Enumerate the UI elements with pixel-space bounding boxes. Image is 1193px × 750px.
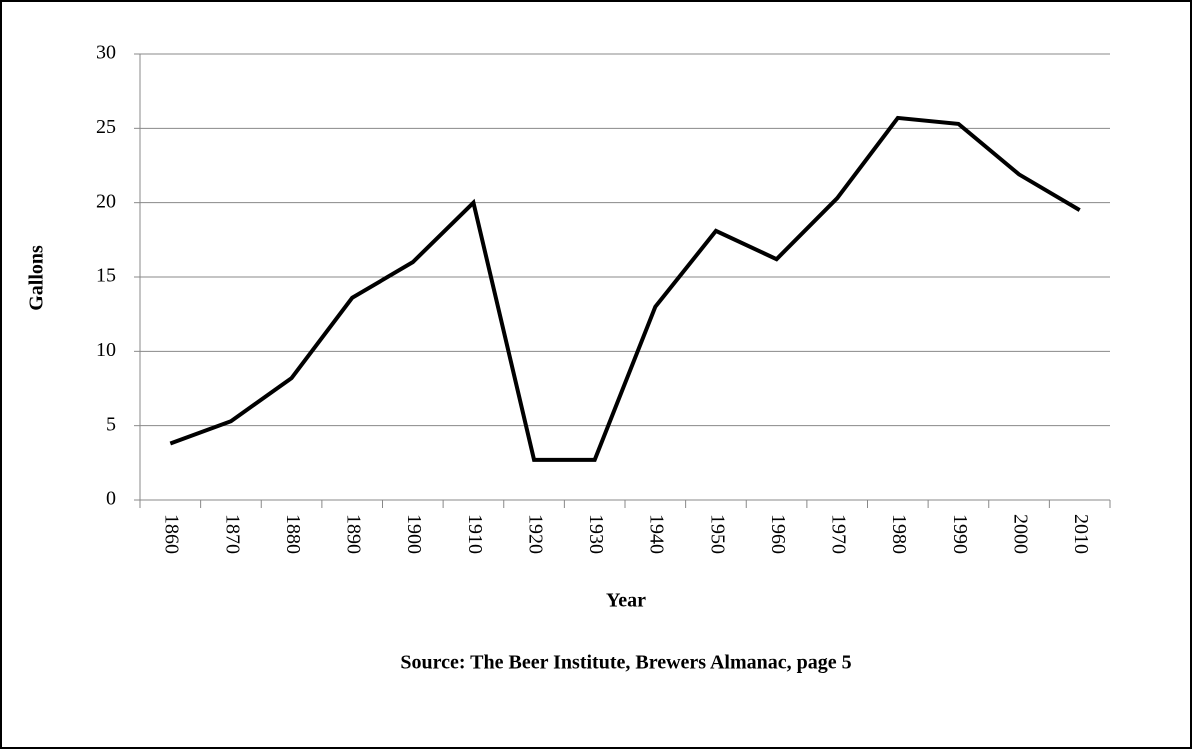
y-tick-label: 0 — [106, 488, 116, 510]
x-tick-label: 1970 — [828, 514, 850, 554]
y-tick-label: 5 — [106, 413, 116, 435]
x-tick-label: 1980 — [888, 514, 910, 554]
x-tick-label: 1890 — [343, 514, 365, 554]
y-tick-label: 20 — [96, 190, 116, 212]
line — [169, 115, 1081, 462]
x-tick-label: 1910 — [464, 514, 486, 554]
x-tick-label: 2010 — [1070, 514, 1092, 554]
x-tick-label: 1990 — [949, 514, 971, 554]
x-tick-label: 1880 — [282, 514, 304, 554]
y-tick-label: 15 — [96, 265, 116, 287]
x-tick-label: 1960 — [767, 514, 789, 554]
y-tick-label: 10 — [96, 339, 116, 361]
x-tick-label: 1920 — [524, 514, 546, 554]
x-tick-label: 1950 — [706, 514, 728, 554]
x-tick-label: 1930 — [585, 514, 607, 554]
y-tick-label: 30 — [96, 42, 116, 64]
x-axis-title: Year — [606, 590, 646, 612]
y-axis-title: Gallons — [26, 245, 48, 311]
x-tick-label: 1860 — [161, 514, 183, 554]
caption: Source: The Beer Institute, Brewers Alma… — [400, 652, 851, 674]
x-tick-label: 1900 — [403, 514, 425, 554]
x-tick-label: 1870 — [221, 514, 243, 554]
x-tick-label: 2000 — [1009, 514, 1031, 554]
x-tick-label: 1940 — [646, 514, 668, 554]
y-tick-label: 25 — [96, 116, 116, 138]
